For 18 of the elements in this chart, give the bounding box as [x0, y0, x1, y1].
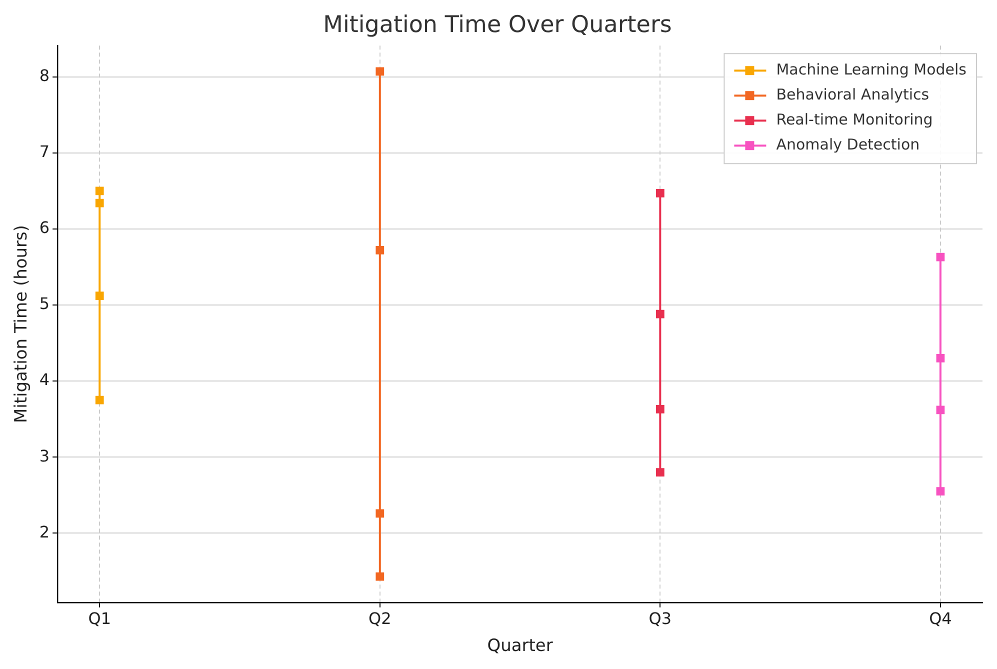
- x-tick-label: Q1: [88, 609, 112, 628]
- legend-label: Anomaly Detection: [776, 135, 920, 154]
- legend-label: Machine Learning Models: [776, 60, 967, 78]
- y-tick-label: 4: [39, 370, 50, 390]
- x-tick-label: Q3: [648, 609, 672, 628]
- y-tick-label: 5: [39, 294, 50, 314]
- y-tick-label: 7: [39, 142, 50, 162]
- chart-title: Mitigation Time Over Quarters: [323, 12, 672, 38]
- x-tick-label: Q4: [929, 609, 952, 628]
- y-tick-label: 2: [39, 522, 50, 542]
- x-axis-title: Quarter: [487, 636, 553, 656]
- y-tick-label: 8: [39, 66, 50, 85]
- legend-label: Behavioral Analytics: [776, 85, 930, 104]
- x-tick-label: Q2: [368, 609, 392, 628]
- y-tick-label: 3: [39, 446, 50, 466]
- y-tick-label: 6: [39, 218, 50, 238]
- y-axis-title: Mitigation Time (hours): [12, 224, 32, 424]
- legend-label: Real-time Monitoring: [776, 110, 933, 128]
